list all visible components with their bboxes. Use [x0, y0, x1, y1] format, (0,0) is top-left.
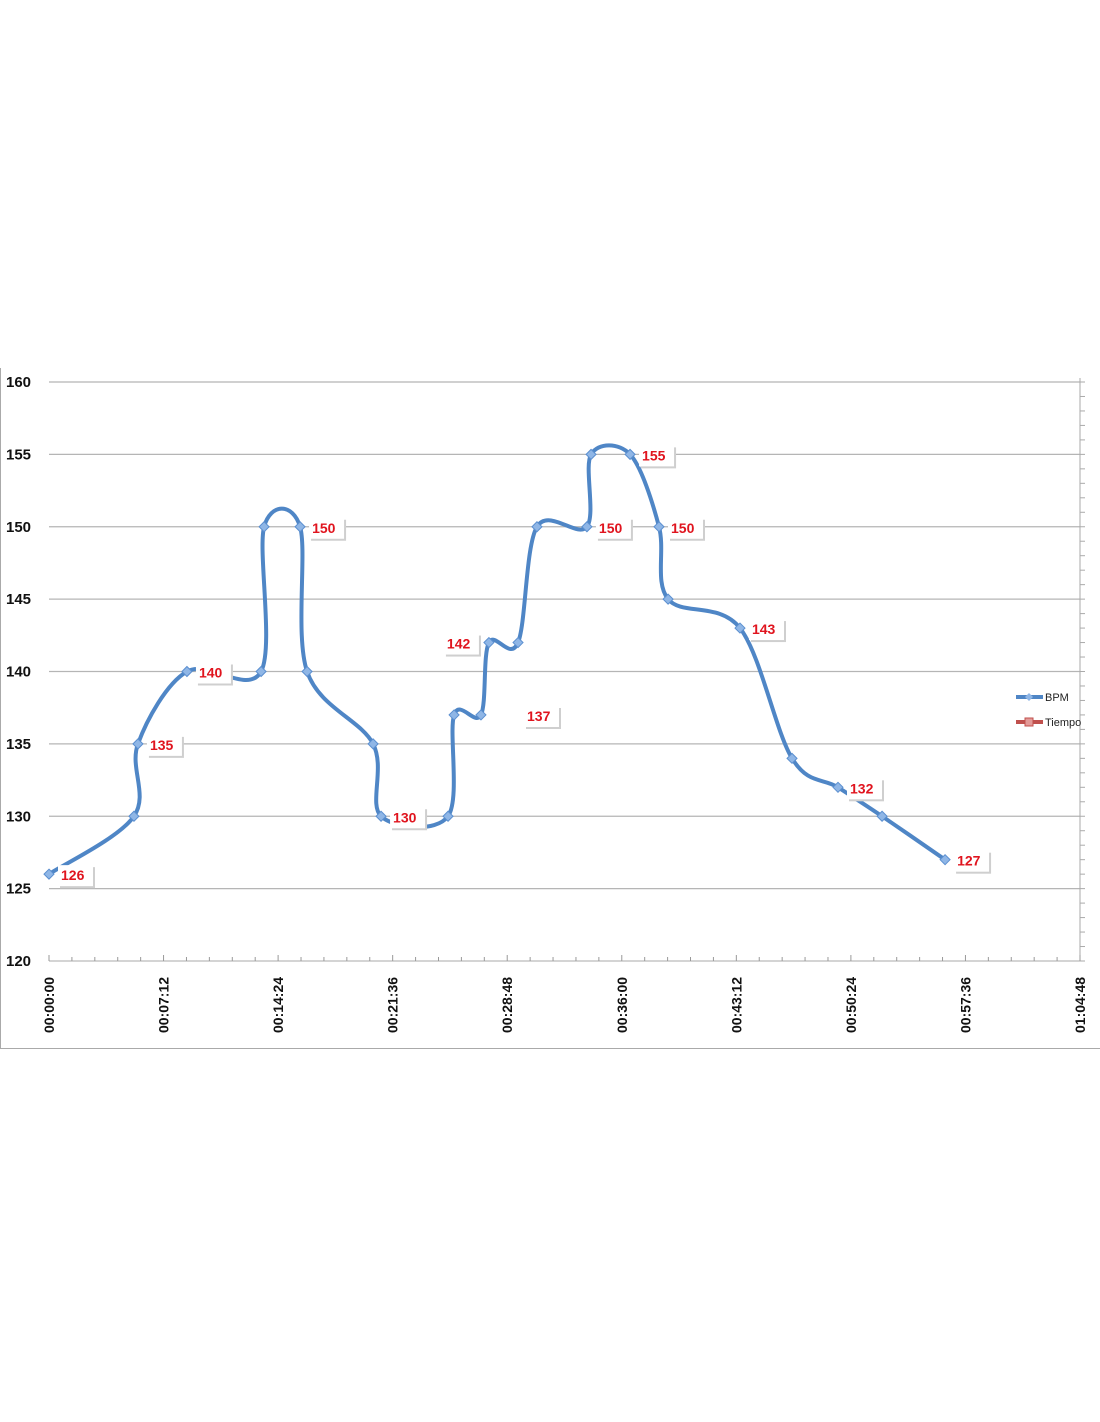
data-label-text: 135 — [150, 737, 174, 753]
bpm-data-point — [624, 448, 636, 461]
bpm-data-point — [442, 810, 454, 822]
y-tick-label: 120 — [6, 953, 31, 970]
data-label-text: 155 — [642, 447, 666, 463]
legend-item-bpm[interactable]: BPM — [1016, 692, 1069, 704]
legend-square-marker — [1024, 717, 1034, 727]
bpm-data-point — [653, 521, 665, 533]
x-tick-label: 00:36:00 — [614, 977, 630, 1033]
data-label: 143 — [748, 619, 786, 643]
bpm-data-point — [876, 810, 888, 822]
x-tick-label: 00:28:48 — [499, 977, 515, 1033]
bpm-data-point — [43, 868, 55, 880]
data-label-text: 130 — [393, 809, 417, 825]
bpm-data-point — [448, 709, 460, 721]
data-label: 137 — [524, 706, 561, 729]
x-tick-label: 00:43:12 — [728, 977, 744, 1033]
data-label-text: 140 — [199, 665, 223, 681]
bpm-data-point — [483, 636, 495, 649]
y-tick-label: 125 — [6, 881, 31, 898]
y-tick-label: 160 — [6, 374, 31, 391]
data-label-text: 127 — [957, 853, 981, 869]
data-label-text: 150 — [671, 520, 695, 536]
bpm-data-point — [181, 665, 193, 678]
data-label-box — [524, 706, 559, 727]
x-tick-label: 00:50:24 — [843, 977, 859, 1033]
data-label-text: 142 — [447, 636, 471, 652]
data-label-box — [309, 517, 345, 539]
bpm-series-line — [47, 443, 948, 877]
data-label: 127 — [954, 850, 992, 874]
bpm-data-point — [531, 521, 543, 533]
chart-area — [0, 368, 1100, 1049]
x-tick-label: 00:00:00 — [41, 977, 57, 1033]
data-label-text: 150 — [312, 520, 336, 536]
bpm-data-point — [832, 781, 844, 794]
bpm-data-point — [512, 636, 524, 649]
data-label: 155 — [639, 445, 677, 469]
data-label-box — [748, 619, 784, 641]
data-label-text: 150 — [599, 520, 623, 536]
bpm-data-point — [128, 810, 140, 822]
bpm-data-point — [581, 521, 593, 533]
y-tick-label: 155 — [6, 446, 31, 463]
y-tick-label: 150 — [6, 519, 31, 536]
x-tick-label: 01:04:48 — [1072, 977, 1088, 1033]
data-label-box — [146, 734, 182, 756]
x-tick-label: 00:57:36 — [957, 977, 973, 1033]
data-label: 150 — [309, 517, 347, 541]
x-tick-label: 00:07:12 — [156, 977, 172, 1033]
legend-diamond-marker — [1025, 693, 1033, 701]
bpm-data-point — [132, 738, 144, 750]
data-label: 135 — [146, 734, 184, 758]
data-label-box — [58, 865, 93, 887]
bpm-data-point — [786, 752, 798, 765]
data-label: 150 — [668, 517, 706, 541]
y-tick-label: 140 — [6, 664, 31, 681]
data-label-box — [847, 778, 883, 800]
data-label-box — [390, 807, 426, 829]
data-label: 132 — [847, 778, 885, 802]
data-label: 126 — [58, 865, 95, 889]
x-tick-label: 00:14:24 — [270, 977, 286, 1033]
bpm-data-point — [475, 709, 487, 721]
bpm-data-point — [255, 665, 267, 678]
data-label: 140 — [195, 662, 233, 686]
data-label-box — [639, 445, 675, 467]
bpm-data-point — [585, 448, 597, 461]
y-tick-label: 135 — [6, 736, 31, 753]
legend-label: BPM — [1045, 692, 1069, 704]
y-tick-label: 145 — [6, 591, 31, 608]
x-tick-label: 00:21:36 — [385, 977, 401, 1033]
data-label-box — [668, 517, 704, 539]
data-label-text: 132 — [850, 780, 874, 796]
data-label: 142 — [443, 633, 481, 657]
bpm-data-point — [375, 810, 387, 822]
bpm-data-point — [939, 853, 951, 866]
bpm-data-point — [301, 665, 313, 678]
bpm-data-point — [662, 593, 674, 605]
bpm-data-point — [367, 738, 379, 750]
y-tick-label: 130 — [6, 808, 31, 825]
data-label: 150 — [595, 517, 633, 541]
data-label-box — [443, 633, 479, 655]
data-label-text: 126 — [61, 867, 85, 883]
data-label-box — [595, 517, 631, 539]
data-label-box — [195, 662, 231, 684]
data-label-text: 137 — [527, 708, 551, 724]
bpm-data-point — [734, 622, 746, 634]
data-label: 130 — [390, 807, 428, 831]
legend-item-tiempo[interactable]: Tiempo — [1016, 717, 1081, 729]
bpm-data-point — [258, 521, 270, 533]
data-label-box — [954, 850, 990, 872]
data-label-text: 143 — [752, 621, 776, 637]
legend-label: Tiempo — [1045, 717, 1081, 729]
bpm-data-point — [294, 521, 306, 533]
